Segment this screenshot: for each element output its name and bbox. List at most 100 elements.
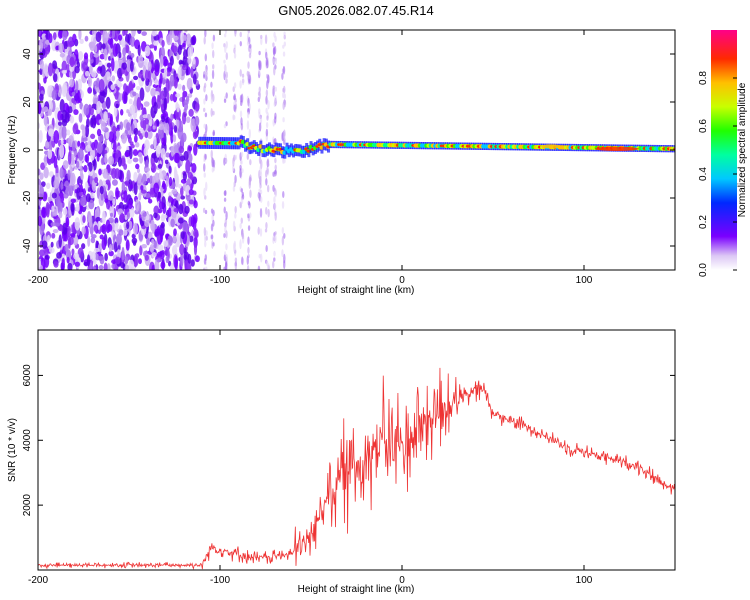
heatmap-noise-cell — [122, 30, 126, 37]
heatmap-noise-cell — [51, 192, 57, 199]
snr-x-tick-label: -100 — [210, 575, 230, 586]
heatmap-noise-cell — [123, 190, 128, 203]
heatmap-noise-cell — [123, 229, 128, 236]
heatmap-noise-cell — [39, 67, 43, 76]
heatmap-noise-cell — [179, 253, 184, 267]
heatmap-noise-cell — [204, 53, 207, 62]
heatmap-noise-cell — [283, 31, 286, 36]
heatmap-noise-cell — [38, 101, 42, 114]
heatmap-noise-cell — [43, 115, 48, 126]
snr-background — [38, 330, 675, 570]
heatmap-noise-cell — [185, 261, 192, 270]
heatmap-noise-cell — [211, 42, 214, 50]
heatmap-noise-cell — [265, 260, 269, 266]
heatmap-noise-cell — [151, 238, 155, 245]
heatmap-noise-cell — [91, 114, 97, 129]
heatmap-noise-cell — [79, 38, 84, 45]
heatmap-noise-cell — [96, 141, 103, 154]
heatmap-noise-cell — [101, 43, 106, 50]
heatmap-noise-cell — [282, 65, 286, 75]
heatmap-noise-cell — [46, 234, 51, 242]
heatmap-noise-cell — [259, 175, 262, 185]
heatmap-noise-cell — [176, 103, 180, 113]
heatmap-noise-cell — [184, 102, 189, 111]
heatmap-noise-cell — [61, 30, 68, 41]
heatmap-noise-cell — [240, 188, 244, 193]
heatmap-noise-cell — [160, 222, 165, 229]
heatmap-noise-cell — [105, 219, 111, 234]
heatmap-noise-cell — [247, 225, 251, 231]
heatmap-noise-cell — [76, 187, 81, 200]
heatmap-noise-cell — [274, 211, 277, 221]
heatmap-noise-cell — [104, 252, 108, 262]
heatmap-noise-cell — [283, 158, 286, 164]
heatmap-noise-cell — [116, 82, 123, 88]
heatmap-noise-cell — [193, 200, 198, 209]
heatmap-noise-cell — [194, 115, 200, 127]
heatmap-noise-cell — [88, 65, 93, 74]
heatmap-noise-cell — [57, 110, 63, 122]
heatmap-noise-cell — [159, 54, 164, 68]
colorbar-gradient — [711, 30, 737, 270]
heatmap-noise-cell — [78, 191, 83, 197]
heatmap-noise-cell — [129, 60, 134, 72]
heatmap-noise-cell — [239, 164, 242, 171]
heatmap-noise-cell — [111, 179, 118, 186]
heatmap-noise-cell — [182, 221, 188, 235]
heatmap-noise-cell — [223, 197, 227, 202]
heatmap-noise-cell — [282, 191, 285, 199]
heatmap-noise-cell — [210, 234, 214, 240]
heatmap-noise-cell — [151, 252, 157, 258]
heatmap-noise-cell — [121, 132, 128, 144]
heatmap-noise-cell — [163, 66, 168, 80]
heatmap-noise-cell — [156, 258, 161, 263]
heatmap-noise-cell — [234, 205, 237, 214]
heatmap-noise-cell — [164, 159, 169, 165]
heatmap-noise-cell — [100, 157, 105, 166]
heatmap-noise-cell — [180, 185, 184, 197]
heatmap-noise-cell — [153, 101, 158, 114]
heatmap-noise-cell — [202, 207, 206, 213]
snr-series-line — [38, 367, 675, 570]
heatmap-noise-cell — [142, 212, 147, 217]
heatmap-noise-cell — [239, 31, 242, 38]
heatmap-noise-cell — [52, 60, 58, 69]
heatmap-noise-cell — [108, 250, 114, 257]
heatmap-noise-cell — [47, 62, 53, 77]
heatmap-noise-cell — [82, 215, 86, 224]
heatmap-noise-cell — [39, 172, 44, 180]
heatmap-noise-cell — [283, 41, 287, 47]
heatmap-noise-cell — [169, 93, 174, 102]
heatmap-noise-cell — [44, 254, 50, 260]
heatmap-noise-cell — [184, 30, 188, 33]
heatmap-noise-cell — [273, 202, 277, 210]
heatmap-noise-cell — [99, 64, 106, 77]
heatmap-noise-cell — [225, 211, 228, 220]
heatmap-noise-cell — [130, 53, 135, 58]
heatmap-noise-cell — [69, 78, 75, 88]
heatmap-noise-cell — [161, 39, 165, 48]
heatmap-noise-cell — [81, 243, 86, 250]
heatmap-noise-cell — [103, 149, 108, 154]
heatmap-noise-cell — [187, 57, 192, 65]
heatmap-noise-cell — [161, 115, 165, 123]
heatmap-noise-cell — [183, 49, 188, 60]
heatmap-noise-cell — [257, 226, 260, 235]
heatmap-noise-cell — [282, 117, 285, 123]
heatmap-noise-cell — [154, 172, 160, 183]
spectrogram-x-tick-label: -100 — [210, 275, 230, 286]
heatmap-noise-cell — [272, 184, 275, 192]
heatmap-noise-cell — [121, 62, 127, 70]
heatmap-noise-cell — [212, 242, 215, 247]
heatmap-noise-cell — [265, 107, 268, 114]
heatmap-noise-cell — [241, 168, 244, 174]
heatmap-noise-cell — [106, 62, 112, 68]
heatmap-noise-cell — [159, 72, 163, 85]
heatmap-noise-cell — [212, 159, 216, 168]
heatmap-noise-cell — [232, 86, 235, 93]
heatmap-noise-cell — [134, 199, 140, 212]
heatmap-noise-cell — [99, 255, 105, 265]
heatmap-noise-cell — [180, 231, 185, 240]
heatmap-noise-cell — [124, 34, 130, 44]
